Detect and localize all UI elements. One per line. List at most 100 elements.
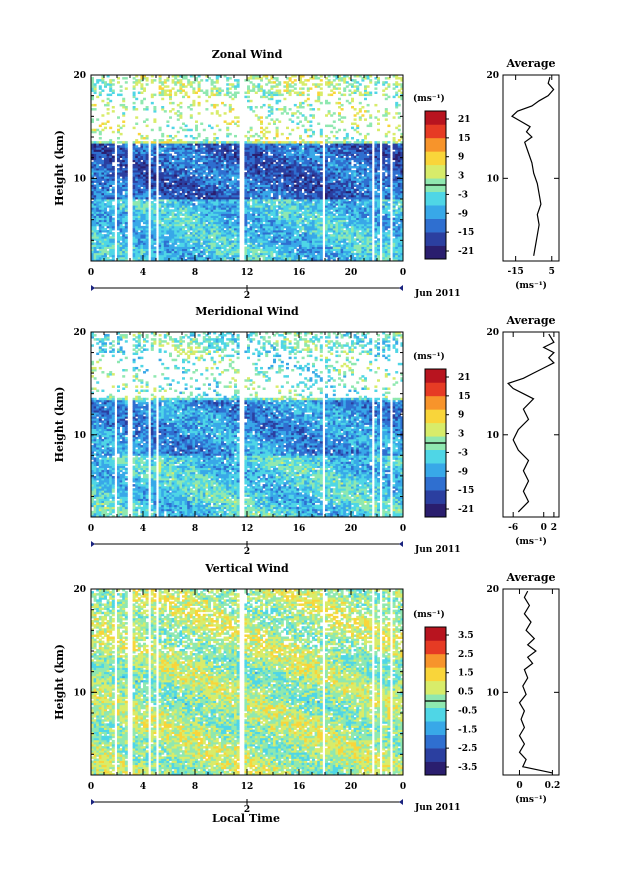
day-label: 2	[244, 291, 250, 301]
heatmap-cells	[91, 589, 403, 775]
panel-3: Vertical Wind 0 4 8 12 16 20 0 10 20 Height (km) 2 J…	[53, 562, 560, 815]
profile-title: Average	[505, 314, 555, 327]
y-tick-label: 20	[73, 328, 86, 338]
average-profile: Average 10 20 -15 5(ms⁻¹)	[486, 57, 560, 291]
x-tick-label: 0	[88, 524, 94, 534]
heatmap-cells	[91, 332, 403, 517]
profile-x-tick-label: 5	[549, 267, 555, 277]
colorbar-tick-label: 21	[458, 373, 471, 383]
colorbar-tick-label: 15	[458, 134, 471, 144]
colorbar-tick-label: -3.5	[458, 763, 477, 773]
colorbar-tick-label: 2.5	[458, 650, 474, 660]
colorbar-tick-label: 3.5	[458, 631, 474, 641]
date-label: Jun 2011	[414, 289, 461, 299]
colorbar-tick-label: -3	[458, 190, 468, 200]
panel-title: Zonal Wind	[212, 48, 283, 61]
x-tick-label: 16	[293, 782, 306, 792]
colorbar-unit: (ms⁻¹)	[413, 351, 445, 362]
panel-1: Zonal Wind 0 4 8 12 16 20 0 10 20 Height (km) 2 Jun …	[53, 48, 560, 301]
colorbar-tick-label: -2.5	[458, 744, 477, 754]
profile-y-tick-label: 10	[486, 174, 499, 184]
x-tick-label: 8	[192, 524, 198, 534]
x-tick-label: 20	[345, 268, 358, 278]
profile-unit: (ms⁻¹)	[515, 536, 547, 547]
colorbar-tick-label: 21	[458, 115, 471, 125]
average-profile: Average 10 20 -6 0 2 (ms⁻¹)	[486, 314, 560, 547]
colorbar-tick-label: -3	[458, 448, 468, 458]
colorbar-tick-label: -1.5	[458, 725, 477, 735]
x-tick-label: 0	[88, 782, 94, 792]
colorbar-tick-label: 9	[458, 153, 464, 163]
profile-line	[506, 333, 555, 513]
x-tick-label: 12	[241, 268, 254, 278]
x-tick-label: 8	[192, 782, 198, 792]
x-tick-label: 4	[140, 268, 146, 278]
average-profile: Average 10 20 0 0.2 (ms⁻¹)	[486, 571, 560, 805]
profile-x-tick-label: 2	[551, 523, 557, 533]
heatmap-cells	[91, 75, 403, 261]
profile-unit: (ms⁻¹)	[515, 280, 547, 291]
profile-unit: (ms⁻¹)	[515, 794, 547, 805]
profile-x-tick-label: -6	[508, 523, 518, 533]
colorbar-tick-label: -21	[458, 247, 474, 257]
colorbar-tick-label: 15	[458, 392, 471, 402]
colorbar-unit: (ms⁻¹)	[413, 609, 445, 620]
profile-title: Average	[505, 57, 555, 70]
colorbar-tick-label: -15	[458, 228, 474, 238]
day-label: 2	[244, 805, 250, 815]
colorbar-tick-label: 3	[458, 430, 464, 440]
colorbar-tick-label: -9	[458, 209, 468, 219]
day-label: 2	[244, 547, 250, 557]
x-tick-label: 12	[241, 782, 254, 792]
profile-y-tick-label: 10	[486, 431, 499, 441]
y-tick-label: 20	[73, 585, 86, 595]
profile-x-tick-label: 0.2	[545, 781, 561, 791]
colorbar-tick-label: -9	[458, 467, 468, 477]
x-tick-label: 4	[140, 782, 146, 792]
x-tick-label: 0	[400, 268, 406, 278]
x-tick-label: 0	[88, 268, 94, 278]
colorbar-tick-label: -0.5	[458, 706, 477, 716]
colorbar-tick-label: 1.5	[458, 669, 474, 679]
panel-title: Meridional Wind	[195, 305, 299, 318]
x-tick-label: 20	[345, 524, 358, 534]
y-axis-label: Height (km)	[53, 644, 66, 720]
profile-x-tick-label: -15	[508, 267, 524, 277]
colorbar-tick-label: 0.5	[458, 688, 474, 698]
x-tick-label: 0	[400, 524, 406, 534]
x-tick-label: 4	[140, 524, 146, 534]
profile-y-tick-label: 10	[486, 688, 499, 698]
colorbar: (ms⁻¹) 3.5 2.5 1.5 0.5 -0.5 -1.5 -2.5 -3.5	[413, 609, 477, 776]
x-tick-label: 16	[293, 524, 306, 534]
y-tick-label: 10	[73, 174, 86, 184]
x-tick-label: 0	[400, 782, 406, 792]
profile-y-tick-label: 20	[486, 328, 499, 338]
colorbar-tick-label: -15	[458, 486, 474, 496]
profile-x-tick-label: 0	[516, 781, 522, 791]
y-axis-label: Height (km)	[53, 387, 66, 463]
x-tick-label: 8	[192, 268, 198, 278]
profile-line	[518, 590, 553, 774]
colorbar: (ms⁻¹) 21 15 9 3 -3 -9 -15 -21	[413, 93, 474, 260]
date-label: Jun 2011	[414, 545, 461, 555]
x-tick-label: 20	[345, 782, 358, 792]
profile-x-tick-label: 0	[541, 523, 547, 533]
profile-title: Average	[505, 571, 555, 584]
colorbar-tick-label: -21	[458, 505, 474, 515]
date-label: Jun 2011	[414, 803, 461, 813]
x-tick-label: 12	[241, 524, 254, 534]
x-tick-label: 16	[293, 268, 306, 278]
profile-y-tick-label: 20	[486, 71, 499, 81]
y-tick-label: 10	[73, 431, 86, 441]
x-axis-label: Local Time	[212, 812, 280, 825]
profile-line	[510, 76, 555, 256]
y-tick-label: 20	[73, 71, 86, 81]
colorbar-unit: (ms⁻¹)	[413, 93, 445, 104]
colorbar-tick-label: 3	[458, 172, 464, 182]
y-tick-label: 10	[73, 688, 86, 698]
colorbar: (ms⁻¹) 21 15 9 3 -3 -9 -15 -21	[413, 351, 474, 518]
y-axis-label: Height (km)	[53, 130, 66, 206]
colorbar-tick-label: 9	[458, 411, 464, 421]
